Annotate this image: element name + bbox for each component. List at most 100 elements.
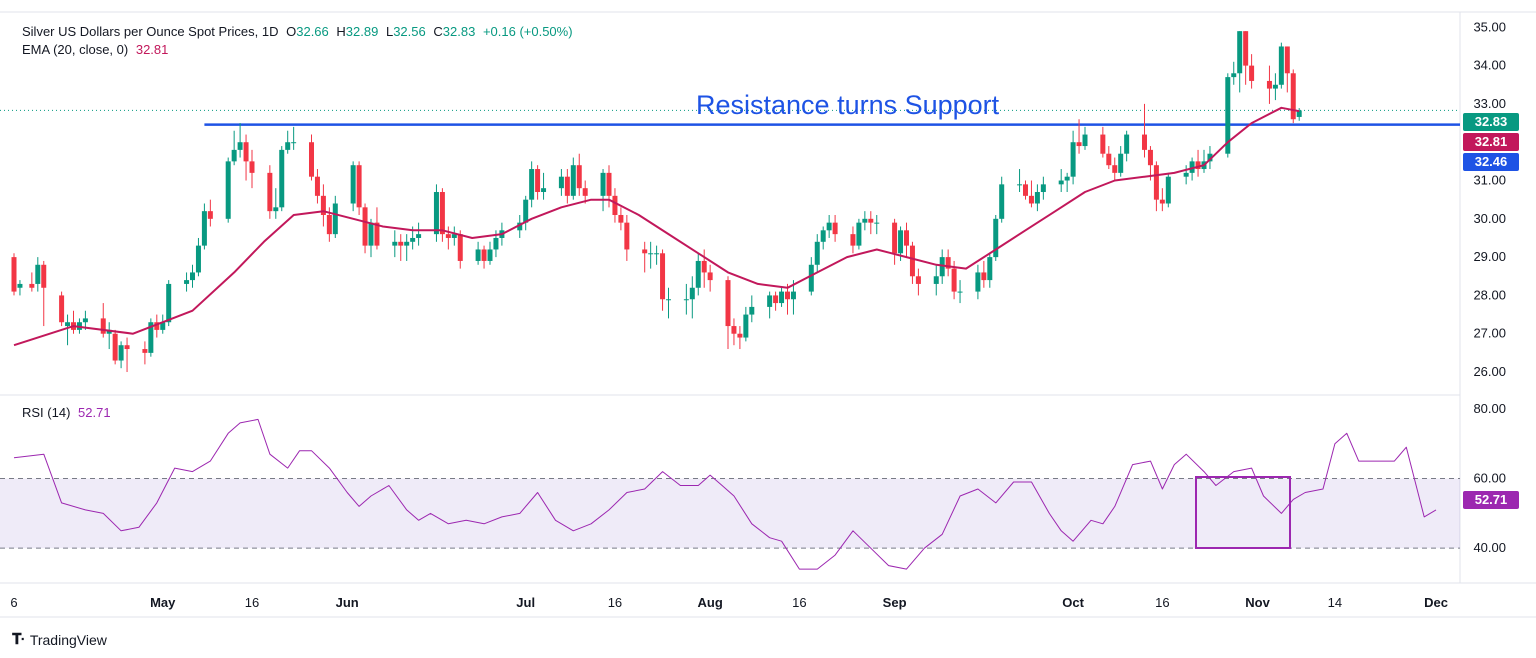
candle <box>350 161 356 212</box>
rsi-tick-label: 80.00 <box>1473 401 1506 416</box>
ema-legend[interactable]: EMA (20, close, 0) 32.81 <box>22 42 172 57</box>
candle <box>987 253 993 288</box>
candle <box>1142 103 1147 158</box>
candle <box>285 130 291 154</box>
candle-body <box>184 280 190 284</box>
candle-body <box>868 218 874 223</box>
price-tick-label: 26.00 <box>1473 364 1506 379</box>
candle-body <box>808 264 814 292</box>
candle <box>892 218 898 265</box>
candle-body <box>1153 165 1159 200</box>
tradingview-brand[interactable]: 𝐓∙ TradingView <box>12 631 107 648</box>
candle-body <box>707 272 713 281</box>
candle-body <box>933 276 939 284</box>
candle-body <box>773 295 779 304</box>
change-value: +0.16 (+0.50%) <box>482 24 573 39</box>
candle <box>273 188 279 219</box>
candle-body <box>332 203 338 235</box>
candle-body <box>1165 176 1171 204</box>
candle <box>529 161 535 208</box>
candle <box>618 207 624 231</box>
candle-body <box>999 184 1005 219</box>
candle <box>1195 149 1201 177</box>
candle <box>475 241 481 265</box>
candle-body <box>1082 134 1088 147</box>
candle <box>59 291 65 327</box>
candle-body <box>939 257 945 277</box>
candle <box>582 180 588 204</box>
candle <box>904 222 909 258</box>
rsi-tick-label: 60.00 <box>1473 471 1506 486</box>
candle <box>1243 31 1249 85</box>
candle-body <box>35 264 41 284</box>
candle <box>767 291 773 319</box>
candle <box>433 184 439 242</box>
candle-body <box>695 260 701 288</box>
candle <box>267 165 273 219</box>
price-tick-label: 33.00 <box>1473 96 1506 111</box>
candle-body <box>1070 142 1076 177</box>
candle-body <box>767 295 773 307</box>
candle <box>1249 54 1255 89</box>
candle-body <box>314 176 320 196</box>
low-value: 32.56 <box>393 24 426 39</box>
candle <box>41 260 47 327</box>
candle-body <box>1112 165 1118 173</box>
candle-body <box>564 176 570 196</box>
candle-body <box>457 234 463 261</box>
candle <box>1017 169 1023 193</box>
candle <box>654 245 660 265</box>
candle-body <box>326 214 332 235</box>
candle <box>481 245 487 269</box>
candle-body <box>1266 80 1272 89</box>
candle-body <box>285 142 291 150</box>
candle <box>29 272 35 292</box>
candle <box>124 337 130 373</box>
candle <box>933 264 939 296</box>
rsi-highlight-box <box>1195 476 1291 549</box>
candle-body <box>1183 172 1189 177</box>
candle <box>439 188 445 242</box>
tradingview-logo-icon: 𝐓∙ <box>12 631 25 648</box>
candle <box>1028 180 1034 208</box>
candle-body <box>576 165 582 189</box>
candle-body <box>898 230 904 254</box>
candle <box>35 257 41 292</box>
candle-body <box>273 207 279 212</box>
rsi-value: 52.71 <box>78 405 111 420</box>
candle <box>1112 157 1118 181</box>
candle-body <box>892 222 898 254</box>
candle <box>725 276 731 350</box>
rsi-legend[interactable]: RSI (14) 52.71 <box>22 405 115 420</box>
ema-label: EMA (20, close, 0) <box>22 42 129 57</box>
candle <box>332 195 338 238</box>
close-label: C <box>433 24 443 39</box>
candle <box>1165 172 1171 208</box>
x-tick-label: Jun <box>336 595 359 610</box>
candle <box>648 241 654 269</box>
candle <box>1272 73 1278 101</box>
candle-body <box>160 322 166 330</box>
rsi-tick-label: 40.00 <box>1473 540 1506 555</box>
candle <box>737 326 743 350</box>
candle <box>1100 126 1106 158</box>
candle <box>1023 180 1028 200</box>
candle <box>457 230 463 269</box>
x-tick-label: Oct <box>1062 595 1084 610</box>
candle <box>1183 165 1189 185</box>
candle <box>1070 130 1076 185</box>
candle <box>868 211 874 235</box>
candle <box>451 226 457 246</box>
candle <box>142 341 148 365</box>
candle <box>993 214 999 261</box>
x-tick-label: 16 <box>608 595 622 610</box>
candle <box>600 169 606 212</box>
candle <box>65 314 71 346</box>
candle-body <box>267 172 273 212</box>
candle-body <box>957 291 963 293</box>
rsi-label: RSI (14) <box>22 405 71 420</box>
candle <box>779 287 785 307</box>
x-tick-label: 16 <box>245 595 259 610</box>
candle-body <box>59 295 65 323</box>
